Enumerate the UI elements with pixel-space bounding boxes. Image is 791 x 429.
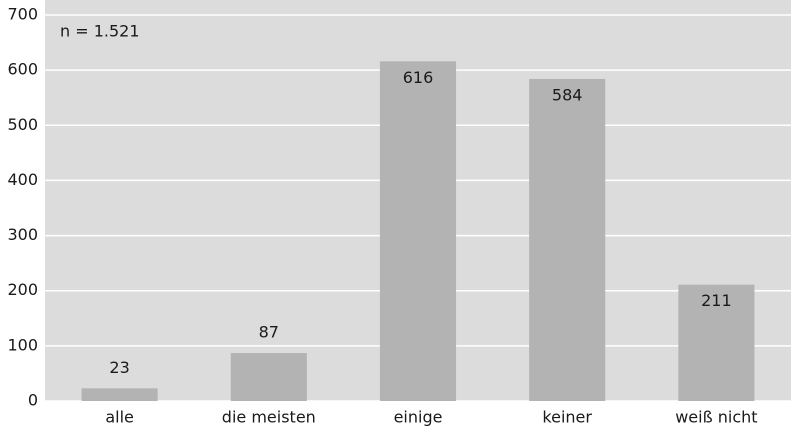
x-tick-label: alle [105,408,134,427]
y-tick-label: 600 [7,60,38,79]
bar [678,284,755,401]
x-tick-label: keiner [542,408,592,427]
y-tick-label: 200 [7,280,38,299]
x-tick-label: einige [394,408,443,427]
y-tick-label: 700 [7,5,38,24]
data-label: 616 [403,68,434,87]
y-tick-label: 100 [7,335,38,354]
y-tick-label: 300 [7,225,38,244]
data-label: 584 [552,85,583,104]
annotation: n = 1.521 [60,22,140,41]
bar [230,353,307,401]
y-tick-label: 500 [7,115,38,134]
data-label: 87 [259,323,279,342]
bar [529,78,606,402]
data-label: 23 [109,358,129,377]
x-tick-label: die meisten [222,408,316,427]
y-tick-label: 400 [7,170,38,189]
y-tick-label: 0 [28,391,38,410]
bar [379,61,457,401]
x-tick-label: weiß nicht [675,408,757,427]
bar [81,388,158,401]
data-label: 211 [701,291,732,310]
